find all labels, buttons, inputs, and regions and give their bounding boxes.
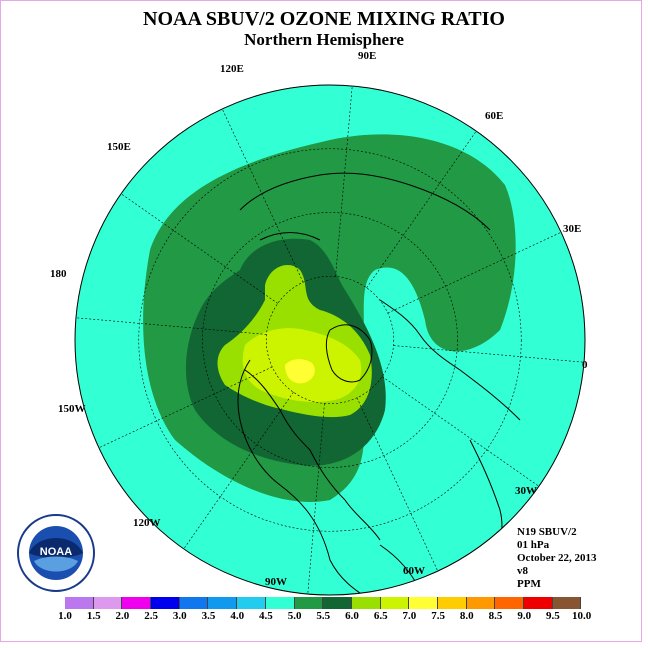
date-label: October 22, 2013: [517, 552, 597, 564]
longitude-label-60e: 60E: [485, 110, 504, 122]
longitude-label-150w: 150W: [58, 403, 86, 415]
units-label: PPM: [517, 578, 541, 590]
colorbar-tick-label: 6.0: [345, 610, 359, 622]
colorbar-tick-label: 4.0: [230, 610, 245, 622]
colorbar-tick-label: 9.5: [546, 610, 560, 622]
colorbar-tick-label: 1.5: [86, 610, 101, 622]
longitude-label-120e: 120E: [220, 63, 244, 75]
colorbar-segment: [65, 597, 94, 609]
longitude-label-180: 180: [50, 268, 67, 280]
coastline-greenland: [325, 324, 373, 383]
colorbar-tick-label: 3.5: [201, 610, 216, 622]
coastline-north-america: [237, 359, 381, 595]
colorbar-tick-label: 7.5: [431, 610, 445, 622]
noaa-logo-text: NOAA: [40, 546, 72, 558]
colorbar: [65, 597, 582, 609]
colorbar-segment: [437, 597, 467, 609]
colorbar-segment: [294, 597, 324, 609]
longitude-label-60w: 60W: [403, 565, 425, 577]
longitude-label-0: 0: [582, 359, 588, 371]
colorbar-segment: [409, 597, 438, 609]
colorbar-segment: [151, 597, 180, 609]
colorbar-segment: [466, 597, 496, 609]
noaa-logo: NOAA: [17, 514, 95, 592]
colorbar-tick-label: 5.5: [316, 610, 331, 622]
coastline-europe: [379, 299, 521, 421]
colorbar-segment: [208, 597, 238, 609]
colorbar-segment: [93, 597, 123, 609]
longitude-label-90w: 90W: [265, 576, 287, 588]
satellite-label: N19 SBUV/2: [517, 526, 577, 538]
colorbar-segment: [552, 597, 582, 609]
colorbar-tick-label: 9.0: [517, 610, 532, 622]
page-subtitle: Northern Hemisphere: [244, 30, 404, 49]
colorbar-tick-label: 10.0: [571, 610, 592, 622]
longitude-label-30e: 30E: [563, 223, 582, 235]
latitude-circle: [265, 275, 395, 405]
pressure-level-label: 01 hPa: [517, 539, 550, 551]
colorbar-segment: [265, 597, 295, 609]
info-block: N19 SBUV/2 01 hPa October 22, 2013 v8 PP…: [517, 526, 597, 591]
longitude-label-120w: 120W: [133, 517, 161, 529]
longitude-label-90e: 90E: [358, 50, 377, 62]
colorbar-segment: [524, 597, 553, 609]
page-title: NOAA SBUV/2 OZONE MIXING RATIO: [143, 8, 505, 30]
longitude-label-30w: 30W: [515, 485, 537, 497]
colorbar-segment: [179, 597, 209, 609]
colorbar-segment: [237, 597, 266, 609]
colorbar-ticks: 1.0 1.5 2.0 2.5 3.0 3.5 4.0 4.5 5.0 5.5 6.0 6.5 7.0 7…: [0, 610, 648, 626]
latitude-circle: [138, 148, 522, 532]
colorbar-tick-label: 8.5: [488, 610, 503, 622]
colorbar-segment: [380, 597, 410, 609]
version-label: v8: [517, 565, 528, 577]
longitude-label-150e: 150E: [107, 141, 131, 153]
colorbar-tick-label: 6.5: [373, 610, 388, 622]
colorbar-segment: [351, 597, 381, 609]
colorbar-tick-label: 8.0: [459, 610, 474, 622]
colorbar-segment: [495, 597, 524, 609]
colorbar-tick-label: 2.5: [144, 610, 158, 622]
coastline-asia: [239, 172, 491, 241]
latitude-circle: [202, 212, 458, 468]
colorbar-tick-label: 3.0: [172, 610, 187, 622]
colorbar-segment: [122, 597, 152, 609]
colorbar-tick-label: 4.5: [259, 610, 273, 622]
colorbar-segment: [323, 597, 352, 609]
colorbar-tick-label: 2.0: [115, 610, 130, 622]
colorbar-tick-label: 7.0: [402, 610, 417, 622]
contour-7-0: [285, 359, 315, 384]
colorbar-tick-label: 1.0: [58, 610, 72, 622]
map-border: [74, 84, 586, 596]
colorbar-tick-label: 5.0: [287, 610, 302, 622]
